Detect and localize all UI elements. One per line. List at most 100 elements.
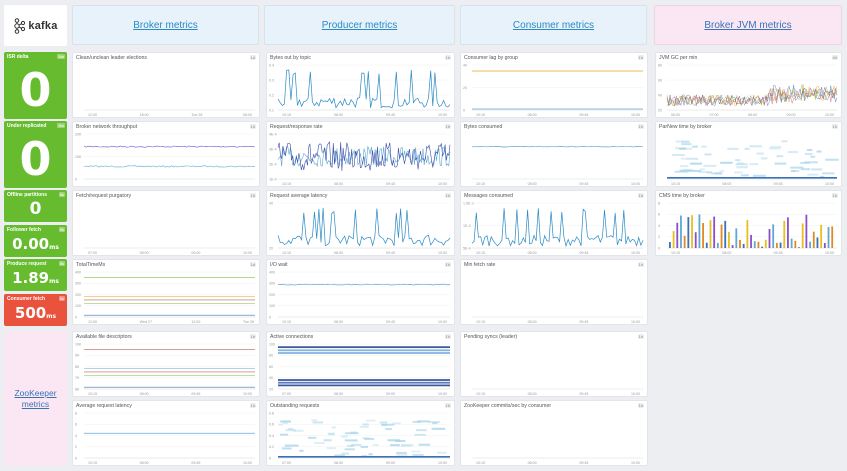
bar-mark	[742, 243, 745, 248]
heatmap-cell	[787, 151, 799, 154]
heatmap-cell	[432, 422, 438, 425]
under-replicated-tile[interactable]: Under replicated 5m 0	[4, 121, 67, 188]
y-tick-label: 7K	[75, 376, 80, 380]
series-line	[278, 283, 451, 286]
graph-canvas: 8 6 4 2 0 10:15 08:00 09:45 10:00	[658, 201, 837, 255]
heatmap-cell	[366, 419, 376, 422]
graph-panel-clean-unclean[interactable]: Clean/unclean leader elections 1d 12:00 18:…	[72, 52, 260, 118]
isr-delta-tile[interactable]: ISR delta 5m 0	[4, 52, 67, 119]
x-tick-label: 10:00	[243, 392, 252, 396]
producer-metrics-link[interactable]: Producer metrics	[321, 19, 398, 31]
graph-panel-zk-commits[interactable]: ZooKeeper commits/sec by consumer 1h 10:15…	[460, 400, 648, 466]
x-tick-label: 09:45	[386, 182, 395, 186]
graph-panel-broker-network[interactable]: Broker network throughput 1h 20K 10K 0	[72, 121, 260, 187]
series-line	[277, 69, 451, 109]
heatmap-cell	[281, 447, 292, 450]
bar-mark	[783, 220, 786, 248]
graph-panel-pending-syncs[interactable]: Pending syncs (leader) 1h 10:15 08:00 09:45 1…	[460, 331, 648, 397]
x-tick-label: 10:15	[476, 113, 485, 117]
tile-value: 500	[14, 304, 47, 322]
heatmap-cell	[810, 155, 816, 158]
x-tick-label: 10:00	[825, 182, 834, 186]
heatmap-cell	[396, 453, 408, 456]
heatmap-cell	[793, 170, 800, 173]
graph-panel-min-fetch-rate[interactable]: Min fetch rate 1h 10:15 08:00 09:45 10:00	[460, 259, 648, 325]
follower-fetch-tile[interactable]: Follower fetch 5s 0.00ms	[4, 225, 67, 257]
x-tick-label: 09:00	[386, 461, 395, 465]
graph-panel-io-wait[interactable]: I/O wait 1h 400 300 200 100 0 10:15 08:00 09:45 10…	[266, 259, 455, 325]
bar-mark	[672, 231, 675, 248]
panel-title: Consumer lag by group	[464, 55, 518, 61]
graph-panel-parnew-time[interactable]: ParNew time by broker 1h 10:15 08:00 09:45 10…	[655, 121, 842, 187]
graph-panel-request-response[interactable]: Request/response rate 1h 4E-4 3E-4 2E-4 1E-4 1…	[266, 121, 455, 187]
heatmap-cell	[362, 423, 369, 426]
tile-unit: ms	[46, 313, 57, 320]
bar-mark	[739, 239, 741, 248]
heatmap-cell	[811, 168, 823, 171]
consumer-fetch-tile[interactable]: Consumer fetch 5s 500ms	[4, 294, 67, 326]
graph-panel-cms-time[interactable]: CMS time by broker 1h 8 6 4 2 0 10:15 08:00 09:45…	[655, 190, 842, 256]
graph-panel-active-connections[interactable]: Active connections 1h 100 80 60 40 20 07:00 08:0…	[266, 331, 455, 397]
x-tick-label: 09:45	[579, 251, 588, 255]
bar-mark	[683, 235, 686, 248]
x-tick-label: 09:45	[191, 392, 200, 396]
graph-panel-outstanding-requests[interactable]: Outstanding requests 1h 0.8 0.6 0.4 0.2 0 07:00…	[266, 400, 455, 466]
heatmap-cell	[719, 170, 725, 173]
consumer-metrics-link[interactable]: Consumer metrics	[512, 19, 595, 31]
timeframe-badge: 1h	[444, 334, 451, 339]
graph-panel-file-descriptors[interactable]: Available file descriptors 1h 10K 9K 8K 7K 6K 1…	[72, 331, 260, 397]
y-tick-label: 40	[463, 63, 467, 67]
heatmap-cell	[735, 159, 741, 162]
heatmap-cell	[734, 171, 743, 174]
bar-mark	[831, 226, 834, 248]
x-tick-label: 09:00	[787, 113, 796, 117]
x-tick-label: 10:15	[671, 251, 680, 255]
x-tick-label: 10:15	[671, 182, 680, 186]
x-tick-label: 07:00	[710, 113, 719, 117]
heatmap-cell	[436, 451, 447, 454]
broker-metrics-link[interactable]: Broker metrics	[133, 19, 198, 31]
y-tick-label: 5E-4	[463, 246, 471, 250]
panel-title: I/O wait	[270, 262, 288, 268]
heatmap-cell	[774, 162, 787, 165]
tile-value: 0.00	[12, 235, 50, 253]
bar-mark	[805, 214, 808, 248]
heatmap-band	[278, 456, 450, 458]
produce-request-tile[interactable]: Produce request 5s 1.89ms	[4, 259, 67, 291]
graph-panel-jvm-gc[interactable]: JVM GC per min 4h 80 60 40 20 06:00 07:00 08:00 0…	[655, 52, 842, 118]
y-tick-label: 80	[658, 63, 662, 67]
x-tick-label: 10:00	[631, 392, 640, 396]
heatmap-cell	[825, 158, 839, 161]
y-tick-label: 100	[269, 342, 275, 346]
broker-jvm-metrics-link[interactable]: Broker JVM metrics	[704, 19, 792, 31]
panel-title: ParNew time by broker	[659, 124, 712, 130]
heatmap-cell	[679, 165, 689, 168]
offline-partitions-tile[interactable]: Offline partitions 5s 0	[4, 190, 67, 222]
graph-panel-consumer-lag[interactable]: Consumer lag by group 1h 40 20 0 10:15 08:00 09…	[460, 52, 648, 118]
heatmap-cell	[312, 421, 324, 424]
x-tick-label: 10:15	[282, 320, 291, 324]
x-tick-label: 10:00	[438, 251, 447, 255]
graph-panel-bytes-out-topic[interactable]: Bytes out by topic 1h 0.4 0.3 0.2 0.1 10:15 08:…	[266, 52, 455, 118]
graph-panel-fetch-purgatory[interactable]: Fetch/request purgatory 1h 07:00 08:00 09:00…	[72, 190, 260, 256]
graph-canvas: 1.5E-3 1E-3 5E-4 10:15 08:00 09:45 10:00	[463, 201, 644, 255]
heatmap-cell	[687, 169, 701, 172]
tile-value: 1.89	[12, 269, 50, 287]
x-tick-label: 10:15	[476, 392, 485, 396]
heatmap-cell	[740, 174, 749, 177]
panel-title: Outstanding requests	[270, 403, 320, 409]
graph-canvas: 10:15 08:00 09:45 10:00	[667, 140, 839, 186]
graph-panel-messages-consumed[interactable]: Messages consumed 1h 1.5E-3 1E-3 5E-4 10:15 08…	[460, 190, 648, 256]
graph-canvas: 10:15 08:00 09:45 10:00	[472, 457, 643, 465]
heatmap-cell	[390, 444, 400, 447]
graph-panel-request-avg-latency[interactable]: Request average latency 1h 40 20 10:15 08:00 0…	[266, 190, 455, 256]
zookeeper-metrics-link[interactable]: ZooKeeper metrics	[14, 388, 56, 410]
heatmap-cell	[400, 444, 411, 447]
graph-panel-avg-request-latency[interactable]: Average request latency 1h 8 6 4 2 0 10:15 08:00…	[72, 400, 260, 466]
x-tick-label: 12:00	[88, 113, 97, 117]
panel-title: TotalTimeMs	[76, 262, 106, 268]
graph-panel-total-time[interactable]: TotalTimeMs 1d 400 300 200 100 0 12:00 Wed 27 12:…	[72, 259, 260, 325]
tile-unit: ms	[49, 244, 59, 251]
heatmap-cell	[816, 150, 822, 153]
graph-panel-bytes-consumed[interactable]: Bytes consumed 1h 10:15 08:00 09:45 10:00	[460, 121, 648, 187]
